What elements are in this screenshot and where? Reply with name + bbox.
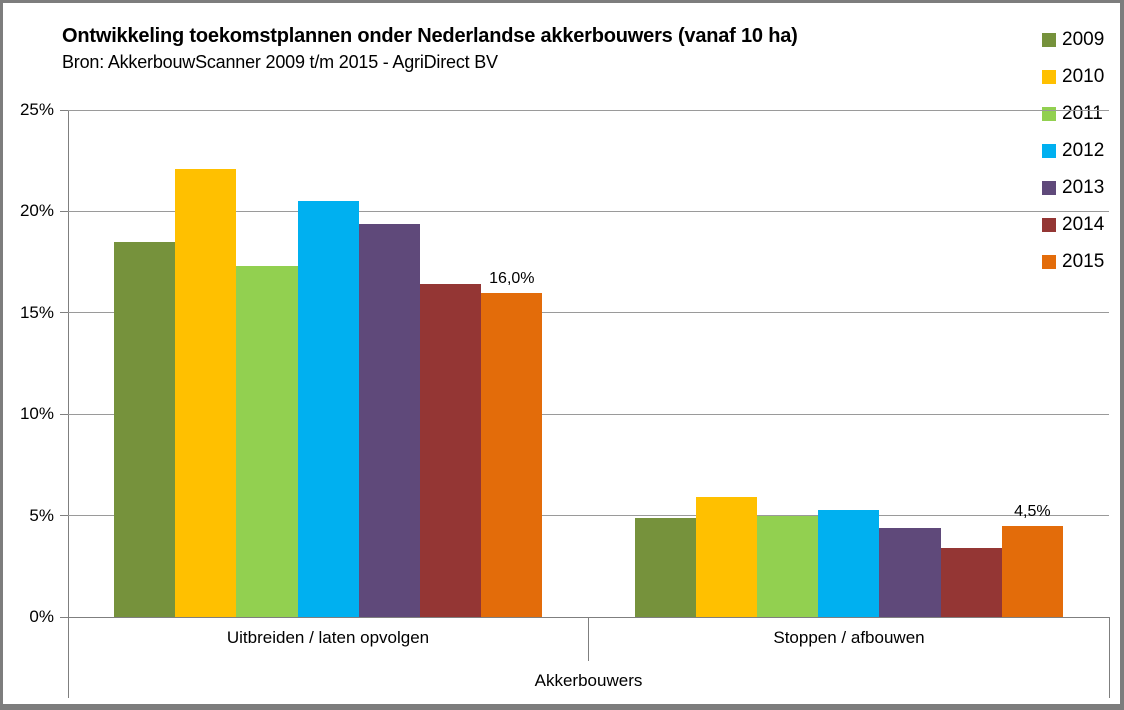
y-axis-line — [68, 110, 69, 698]
bar-2013-category-1 — [879, 527, 941, 617]
legend-item-2010: 2010 — [1042, 58, 1104, 95]
legend-item-2014: 2014 — [1042, 206, 1104, 243]
bar-2014-category-1 — [940, 548, 1002, 617]
legend-item-2009: 2009 — [1042, 21, 1104, 58]
y-axis-tick-20 — [60, 210, 68, 212]
bar-2010-category-1 — [695, 497, 757, 617]
chart-subtitle: Bron: AkkerbouwScanner 2009 t/m 2015 - A… — [62, 52, 498, 72]
legend-swatch-2014 — [1042, 217, 1056, 232]
y-axis-tick-label-10: 10% — [19, 404, 54, 424]
category-label-stoppen: Stoppen / afbouwen — [773, 628, 925, 647]
y-axis-tick-label-20: 20% — [19, 201, 54, 221]
y-axis-tick-25 — [60, 109, 68, 111]
x-axis-title: Akkerbouwers — [534, 671, 643, 690]
gridline-10 — [68, 413, 1109, 415]
y-axis-tick-label-15: 15% — [19, 302, 54, 322]
legend-item-2013: 2013 — [1042, 169, 1104, 206]
legend-label-2014: 2014 — [1062, 214, 1105, 235]
y-axis-tick-label-25: 25% — [19, 100, 54, 119]
y-axis-tick-10 — [60, 413, 68, 415]
legend-swatch-2012 — [1042, 143, 1056, 158]
legend-label-2013: 2013 — [1062, 177, 1105, 198]
bar-2014-category-0 — [420, 284, 482, 617]
gridline-15 — [68, 312, 1109, 314]
y-axis-tick-0 — [60, 616, 68, 618]
bar-2009-category-0 — [114, 241, 176, 617]
bar-2013-category-0 — [358, 223, 421, 617]
legend-label-2012: 2012 — [1062, 140, 1105, 161]
legend-item-2015: 2015 — [1042, 243, 1104, 280]
y-axis-tick-label-0: 0% — [29, 607, 54, 626]
gridline-20 — [68, 210, 1109, 212]
legend-swatch-2010 — [1042, 69, 1056, 84]
y-axis-tick-label-5: 5% — [29, 505, 54, 525]
x-axis-line — [60, 617, 1109, 618]
plot-right-border — [1109, 617, 1110, 698]
bar-2012-category-1 — [818, 509, 880, 617]
legend-label-2009: 2009 — [1062, 29, 1105, 50]
legend-swatch-2015 — [1042, 254, 1056, 269]
legend-label-2015: 2015 — [1062, 251, 1105, 272]
bar-2011-category-1 — [756, 515, 819, 617]
bar-2015-category-1 — [1001, 525, 1063, 617]
point-label-2015-category-0: 16,0% — [489, 269, 535, 287]
bar-2012-category-0 — [297, 201, 359, 617]
y-axis-tick-15 — [60, 312, 68, 314]
legend-label-2011: 2011 — [1062, 103, 1103, 124]
bar-2010-category-0 — [175, 168, 237, 617]
bar-2015-category-0 — [481, 292, 543, 617]
chart-title: Ontwikkeling toekomstplannen onder Neder… — [62, 25, 798, 47]
category-divider — [588, 617, 589, 661]
gridline-25 — [68, 109, 1109, 111]
legend: 2009 2010 2011 2012 2013 2014 2015 — [1042, 21, 1104, 280]
y-axis-tick-5 — [60, 515, 68, 517]
legend-label-2010: 2010 — [1062, 66, 1105, 87]
bar-2009-category-1 — [634, 517, 696, 617]
bar-2011-category-0 — [236, 266, 298, 617]
legend-item-2012: 2012 — [1042, 132, 1104, 169]
point-label-2015-category-1: 4,5% — [1014, 502, 1051, 520]
plot-area: Uitbreiden / laten opvolgen Stoppen / af… — [3, 3, 1120, 704]
legend-swatch-2009 — [1042, 32, 1056, 47]
legend-swatch-2013 — [1042, 180, 1056, 195]
gridline-5 — [68, 515, 1109, 517]
category-label-uitbreiden: Uitbreiden / laten opvolgen — [226, 628, 430, 647]
